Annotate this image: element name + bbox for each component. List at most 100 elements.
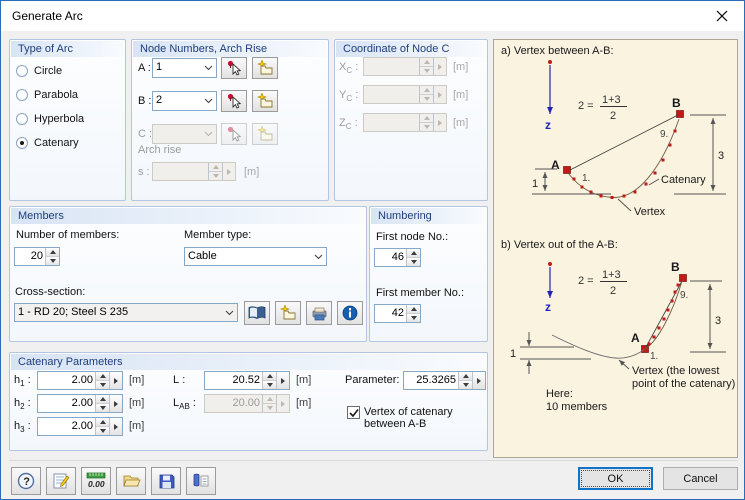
member-division-dots: [647, 283, 680, 346]
new-node-b-button[interactable]: [252, 90, 278, 112]
radio-icon: [16, 65, 28, 77]
spinner[interactable]: [406, 305, 420, 322]
vertex-checkbox[interactable]: [347, 406, 360, 419]
dialog-title: Generate Arc: [12, 9, 83, 23]
detail-arrow-button[interactable]: [276, 372, 289, 389]
dim-right-label: 3: [715, 315, 721, 327]
new-node-a-button[interactable]: [252, 57, 278, 79]
catenary-leader: [648, 178, 660, 186]
save-button[interactable]: [151, 467, 181, 495]
pick-node-icon: [227, 126, 241, 142]
comment-icon: [53, 473, 70, 489]
spinner[interactable]: [95, 372, 109, 389]
pick-node-icon: [227, 93, 241, 109]
detail-arrow-button: [433, 114, 446, 131]
member-type-combo[interactable]: Cable: [184, 247, 327, 266]
open-folder-icon: [122, 475, 141, 487]
group-title: Coordinate of Node C: [336, 41, 486, 57]
cross-section-library-button[interactable]: [244, 301, 270, 325]
open-button[interactable]: [116, 467, 146, 495]
group-members: Members Number of members: 20 Member typ…: [9, 206, 367, 342]
cross-section-info-button[interactable]: [337, 301, 363, 325]
help-icon: ?: [17, 472, 35, 490]
ok-button[interactable]: OK: [578, 467, 653, 490]
member-type-label: Member type:: [184, 229, 252, 241]
first-member-field[interactable]: 42: [374, 304, 421, 323]
chevron-down-icon: [222, 304, 237, 321]
yc-field: [363, 85, 447, 104]
node-b-label: B: [672, 96, 681, 110]
svg-text:?: ?: [23, 476, 30, 488]
here-members-label: 10 members: [546, 401, 608, 413]
import-cross-section-icon: [312, 307, 326, 320]
group-title: Members: [11, 208, 365, 224]
spinner[interactable]: [45, 248, 59, 265]
spinner[interactable]: [406, 249, 420, 266]
comment-button[interactable]: [46, 467, 76, 495]
node-a-label: A :: [138, 62, 151, 74]
spinner[interactable]: [262, 372, 276, 389]
cancel-button[interactable]: Cancel: [663, 467, 738, 490]
cross-section-combo[interactable]: 1 - RD 20; Steel S 235: [14, 303, 238, 322]
spinner[interactable]: [458, 372, 472, 389]
radio-hyperbola[interactable]: Hyperbola: [16, 112, 84, 126]
arch-rise-label: Arch rise: [138, 144, 182, 156]
spinner[interactable]: [95, 418, 109, 435]
parameter-label: Parameter:: [345, 374, 400, 386]
l-field[interactable]: 20.52: [204, 371, 290, 390]
node-b-combo[interactable]: 2: [152, 91, 217, 111]
detail-arrow-button[interactable]: [109, 418, 122, 435]
member-division-dots: [572, 129, 677, 199]
diagram-panel: a) Vertex between A-B: z 2 = 1+3 2 B A 1: [493, 39, 738, 458]
footer-separator: [9, 460, 738, 461]
z-axis-label: z: [545, 300, 551, 314]
chevron-down-icon: [311, 248, 326, 265]
detail-arrow-button: [433, 86, 446, 103]
detail-arrow-button[interactable]: [109, 395, 122, 412]
h3-field[interactable]: 2.00: [37, 417, 123, 436]
here-label: Here:: [546, 388, 573, 400]
node-b-label: B :: [138, 95, 152, 107]
catenary-tail-curve: [551, 334, 646, 359]
units-button[interactable]: 0.00: [81, 467, 111, 495]
xc-label: XC :: [339, 61, 359, 76]
ninth-member-label: 9.: [660, 129, 668, 140]
z-axis-label: z: [545, 118, 551, 132]
vertex-long-label-line2: point of the catenary): [632, 378, 735, 390]
pick-node-b-button[interactable]: [221, 90, 247, 112]
node-c-label: C :: [138, 128, 153, 140]
spinner: [262, 395, 276, 412]
cross-section-label: Cross-section:: [15, 286, 86, 298]
first-node-field[interactable]: 46: [374, 248, 421, 267]
h2-field[interactable]: 2.00: [37, 394, 123, 413]
copy-parameters-button[interactable]: [186, 467, 216, 495]
number-of-members-field[interactable]: 20: [14, 247, 60, 266]
import-cross-section-button[interactable]: [306, 301, 332, 325]
radio-parabola[interactable]: Parabola: [16, 88, 78, 102]
zc-unit: [m]: [453, 117, 469, 129]
spinner: [208, 163, 222, 180]
title-bar: Generate Arc: [1, 1, 744, 31]
detail-arrow-button[interactable]: [109, 372, 122, 389]
group-numbering: Numbering First node No.: 46 First membe…: [369, 206, 488, 342]
radio-catenary[interactable]: Catenary: [16, 136, 79, 150]
group-node-numbers: Node Numbers, Arch Rise A : 1 B : 2: [131, 39, 329, 201]
node-a-combo[interactable]: 1: [152, 58, 217, 78]
detail-arrow-button[interactable]: [472, 372, 485, 389]
group-title: Catenary Parameters: [11, 354, 486, 370]
new-cross-section-button[interactable]: [275, 301, 301, 325]
h1-field[interactable]: 2.00: [37, 371, 123, 390]
arc-diagrams: a) Vertex between A-B: z 2 = 1+3 2 B A 1: [501, 45, 735, 413]
dim-right-label: 3: [718, 150, 724, 162]
pick-node-a-button[interactable]: [221, 57, 247, 79]
radio-circle[interactable]: Circle: [16, 64, 62, 78]
info-icon: [342, 305, 358, 321]
close-button[interactable]: [699, 1, 744, 30]
lab-unit: [m]: [296, 397, 312, 409]
vertex-checkbox-label: Vertex of catenary: [364, 406, 453, 418]
help-button[interactable]: ?: [11, 467, 41, 495]
parameter-field[interactable]: 25.3265: [403, 371, 486, 390]
spinner[interactable]: [95, 395, 109, 412]
first-member-label: First member No.:: [376, 287, 465, 299]
